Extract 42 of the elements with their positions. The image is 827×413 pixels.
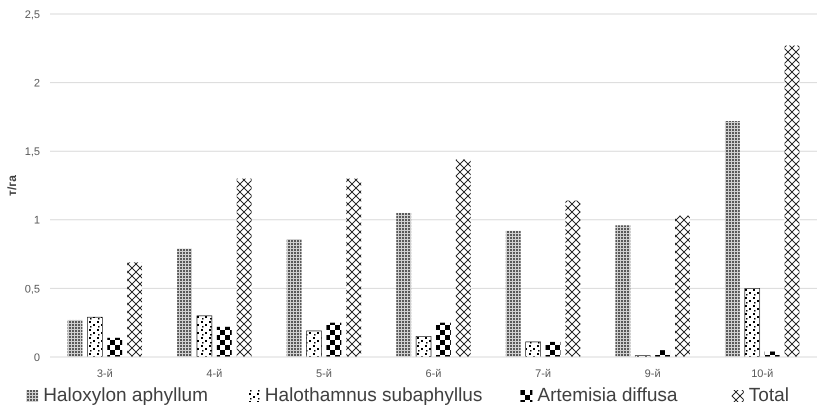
bar [615, 225, 630, 357]
bar [744, 288, 760, 358]
bar [346, 178, 362, 357]
bar [68, 320, 82, 357]
legend-label: Haloxylon aphyllum [43, 385, 208, 406]
bar [506, 230, 521, 357]
x-tick-label: 7-й [535, 368, 552, 380]
x-tick-label: 10-й [751, 368, 774, 380]
bar [196, 316, 212, 358]
bar [216, 326, 232, 357]
bar [565, 200, 580, 357]
bar [107, 338, 122, 357]
bar [286, 239, 302, 357]
x-tick-label: 4-й [206, 368, 222, 380]
bar [784, 46, 800, 357]
y-axis-title: т/га [5, 174, 19, 196]
bar [236, 178, 252, 357]
y-tick-label: 0,5 [24, 283, 40, 296]
bar [456, 159, 471, 357]
bar [396, 212, 412, 357]
bar [326, 322, 342, 357]
bar [177, 248, 192, 357]
y-tick-label: 2 [34, 77, 40, 90]
bar [127, 262, 142, 357]
bar [306, 330, 322, 358]
y-tick-label: 2,5 [24, 8, 40, 21]
legend-label: Total [748, 385, 789, 406]
x-tick-label: 6-й [426, 368, 442, 380]
bar [525, 342, 541, 358]
x-tick-label: 3-й [96, 368, 113, 380]
y-tick-label: 1 [34, 214, 40, 227]
legend-label: Artemisia diffusa [537, 385, 678, 406]
x-tick-label: 5-й [316, 368, 332, 380]
bar [416, 336, 432, 358]
bar [87, 316, 103, 358]
legend-label: Halothamnus subaphyllus [264, 385, 482, 406]
x-tick-label: 9-й [644, 368, 661, 380]
y-tick-label: 0 [34, 352, 40, 364]
bar [436, 322, 451, 357]
y-tick-label: 1,5 [24, 146, 40, 158]
bar [674, 216, 690, 357]
bar [724, 121, 740, 357]
